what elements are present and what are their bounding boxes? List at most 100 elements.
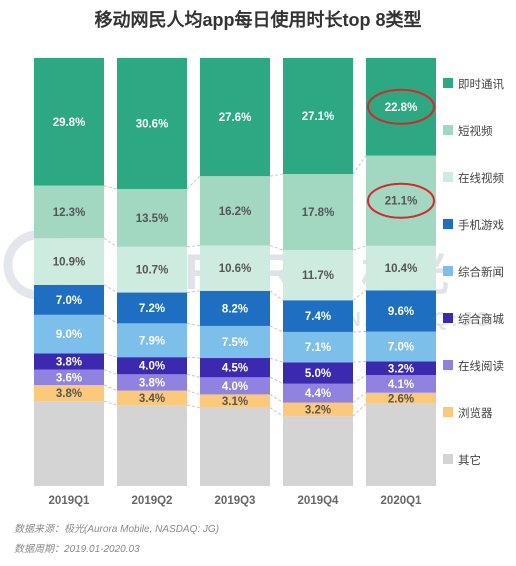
bar-segment	[200, 358, 270, 378]
legend-label: 综合商城	[458, 312, 504, 326]
data-label: 3.2%	[388, 363, 414, 375]
bar-segment	[200, 58, 270, 177]
bar-segment	[117, 323, 187, 358]
legend-label: 手机游戏	[458, 218, 504, 232]
data-label: 30.6%	[136, 118, 169, 130]
data-label: 16.2%	[219, 206, 252, 218]
bar-segment	[34, 401, 104, 486]
connector-line	[186, 322, 201, 327]
bar-segment	[200, 325, 270, 359]
bar-segment	[366, 58, 436, 156]
data-label: 4.5%	[222, 363, 248, 375]
bar-segment	[34, 384, 104, 402]
data-label: 4.1%	[388, 379, 414, 391]
bar-segment	[366, 403, 436, 486]
data-label: 3.2%	[305, 404, 331, 416]
data-label: 22.8%	[385, 102, 418, 114]
x-tick-label: 2019Q3	[215, 495, 256, 507]
bar-segment	[366, 361, 436, 376]
data-label: 7.2%	[139, 303, 165, 315]
bar-segment	[34, 284, 104, 315]
connector-line	[269, 173, 284, 177]
legend-label: 在线阅读	[458, 359, 504, 373]
bar-segment	[366, 155, 436, 246]
bar-segment	[283, 402, 353, 417]
legend-swatch	[443, 172, 453, 182]
connector-line	[186, 390, 201, 395]
data-label: 4.0%	[139, 361, 165, 373]
bar-segment	[366, 331, 436, 362]
legend-swatch	[443, 266, 453, 276]
connector-line	[103, 400, 118, 406]
bar-segment	[200, 290, 270, 326]
bar-segment	[117, 405, 187, 486]
bar-segment	[117, 292, 187, 324]
data-label: 29.8%	[53, 117, 86, 129]
data-label: 7.0%	[56, 295, 82, 307]
bar-segment	[117, 58, 187, 189]
legend-label: 综合新闻	[458, 265, 504, 279]
legend-swatch	[443, 407, 453, 417]
legend-swatch	[443, 219, 453, 229]
bar-segment	[283, 416, 353, 486]
data-label: 4.0%	[222, 381, 248, 393]
bar-segment	[366, 245, 436, 291]
connector-line	[186, 404, 201, 409]
bar-segment	[117, 374, 187, 391]
connector-line	[186, 356, 201, 359]
legend-label: 即时通讯	[458, 77, 504, 91]
legend-swatch	[443, 454, 453, 464]
x-tick-label: 2019Q1	[49, 495, 91, 507]
bar-segment	[117, 390, 187, 406]
data-label: 8.2%	[222, 303, 248, 315]
connector-line	[269, 290, 284, 301]
connector-line	[352, 403, 367, 417]
connector-line	[103, 369, 118, 375]
legend-label: 其它	[458, 453, 481, 467]
data-label: 3.6%	[56, 372, 82, 384]
legend-swatch	[443, 125, 453, 135]
data-label: 7.4%	[305, 311, 331, 323]
bar-segment	[117, 357, 187, 375]
data-label: 21.1%	[385, 196, 418, 208]
x-tick-label: 2019Q4	[298, 495, 340, 507]
connector-line	[103, 237, 118, 248]
legend-swatch	[443, 313, 453, 323]
connector-line	[186, 290, 201, 294]
connector-line	[186, 373, 201, 378]
connector-line	[269, 325, 284, 333]
data-label: 11.7%	[302, 270, 334, 282]
x-tick-label: 2019Q2	[132, 495, 173, 507]
connector-line	[269, 357, 284, 363]
connector-line	[269, 393, 284, 403]
data-label: 7.5%	[222, 337, 248, 349]
bar-segment	[283, 173, 353, 251]
data-label: 3.8%	[56, 388, 82, 400]
data-label: 7.1%	[305, 342, 331, 354]
data-label: 10.4%	[385, 263, 418, 275]
legend-swatch	[443, 360, 453, 370]
data-label: 7.0%	[388, 341, 414, 353]
data-label: 9.6%	[388, 306, 414, 318]
bar-segment	[117, 188, 187, 247]
connector-line	[352, 290, 367, 301]
data-label: 5.0%	[305, 368, 331, 380]
data-label: 3.8%	[139, 377, 165, 389]
data-label: 10.9%	[53, 257, 86, 269]
x-tick-label: 2020Q1	[381, 495, 423, 507]
bar-segment	[283, 362, 353, 384]
bar-segment	[366, 290, 436, 332]
bar-segment	[283, 300, 353, 332]
data-label: 13.5%	[136, 213, 169, 225]
connector-line	[352, 374, 367, 385]
data-label: 12.3%	[53, 207, 86, 219]
bar-segment	[200, 407, 270, 486]
connector-line	[352, 360, 367, 363]
legend-label: 短视频	[458, 124, 493, 138]
connector-line	[269, 244, 284, 251]
connector-line	[269, 376, 284, 385]
bar-segment	[200, 394, 270, 408]
bar-segment	[34, 58, 104, 186]
